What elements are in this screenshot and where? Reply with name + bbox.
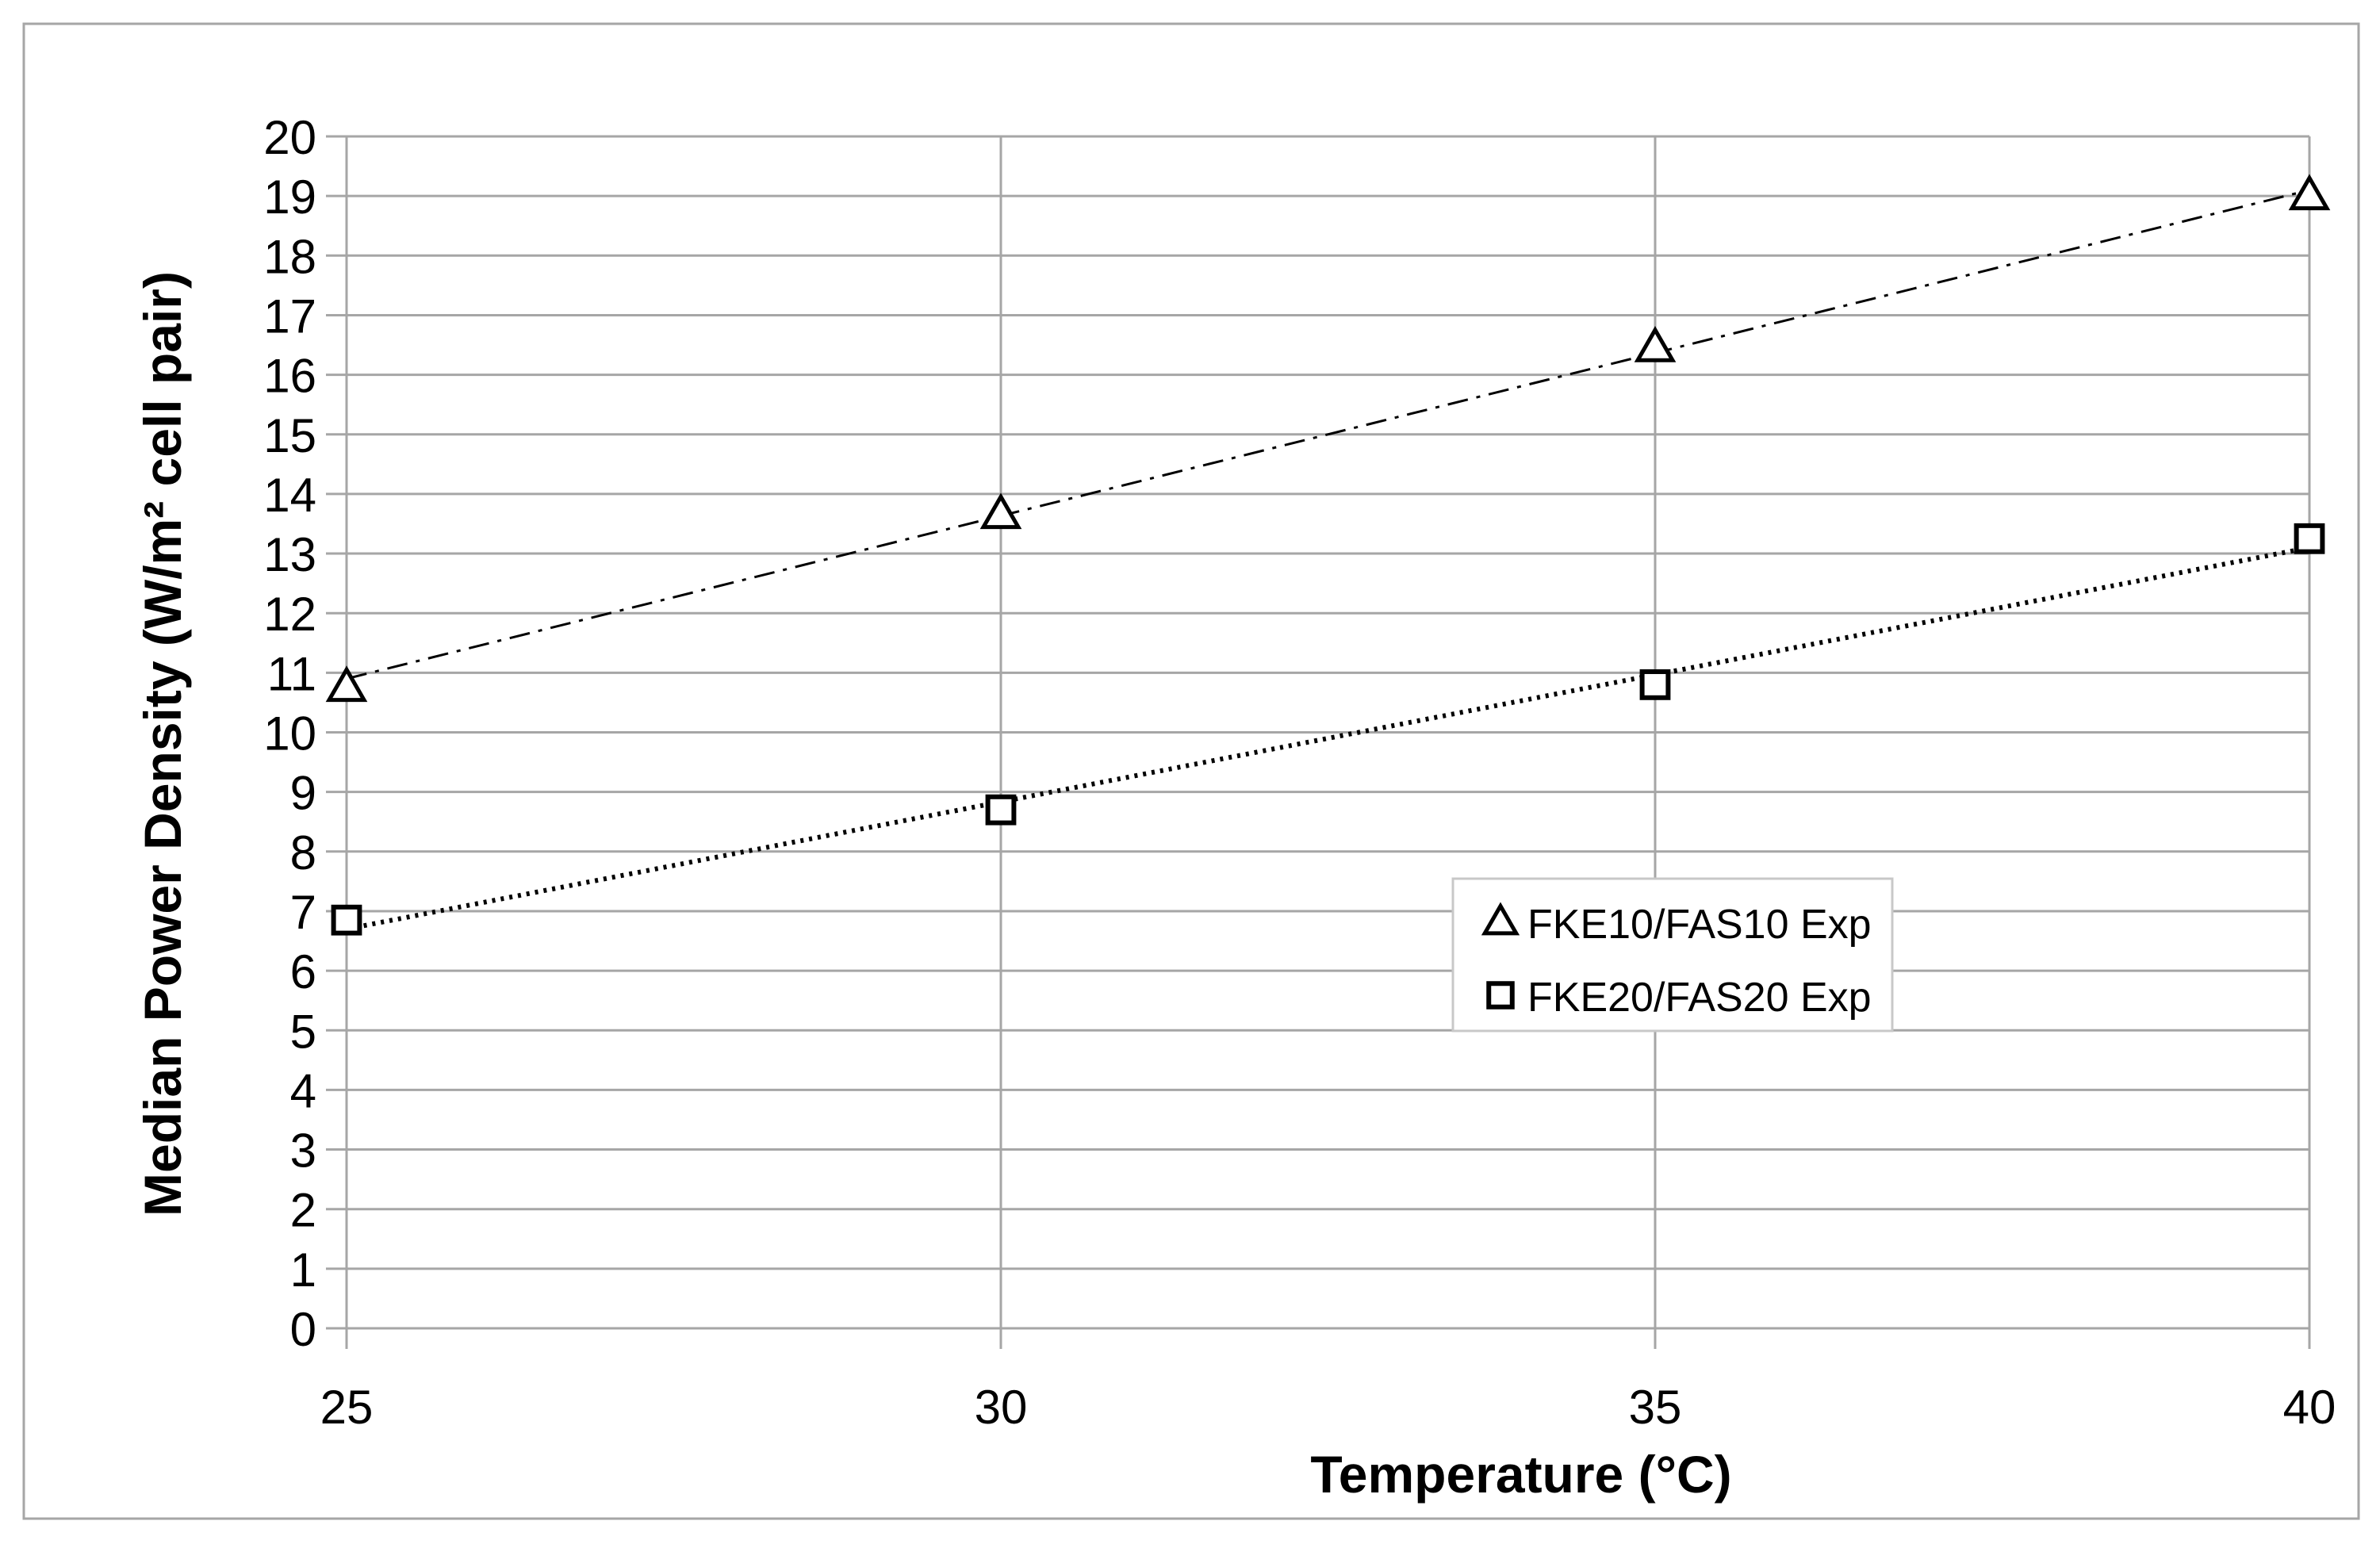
x-axis-title: Temperature (°C) xyxy=(1310,1445,1731,1504)
y-axis-title: Median Power Density (W/m² cell pair) xyxy=(133,271,192,1216)
y-tick-label: 15 xyxy=(263,409,316,462)
y-tick-label: 0 xyxy=(290,1303,316,1356)
square-marker xyxy=(2294,523,2325,554)
x-tick-label: 40 xyxy=(2283,1381,2336,1434)
triangle-marker xyxy=(1634,325,1677,362)
square-marker xyxy=(985,794,1017,826)
y-tick-label: 3 xyxy=(290,1124,316,1178)
y-tick-label: 11 xyxy=(267,647,316,700)
y-tick-label: 4 xyxy=(290,1064,316,1117)
y-tick-label: 19 xyxy=(263,170,316,224)
y-tick-label: 5 xyxy=(290,1005,316,1058)
trendline-series-1 xyxy=(346,189,2310,680)
y-tick-label: 7 xyxy=(290,886,316,939)
y-tick-label: 20 xyxy=(263,111,316,164)
legend-marker-2 xyxy=(1486,981,1515,1010)
y-tick-label: 2 xyxy=(290,1184,316,1237)
square-marker xyxy=(1639,669,1671,700)
legend-box xyxy=(1451,877,1894,1033)
y-tick-label: 17 xyxy=(263,289,316,343)
legend: FKE10/FAS10 Exp FKE20/FAS20 Exp xyxy=(1451,877,1894,1033)
x-tick-label: 35 xyxy=(1629,1381,1682,1434)
square-marker xyxy=(331,904,362,936)
triangle-marker xyxy=(325,665,368,703)
marker-layer xyxy=(325,174,2331,936)
y-tick-label: 10 xyxy=(263,707,316,761)
legend-marker-1 xyxy=(1481,902,1520,936)
y-tick-label: 1 xyxy=(290,1243,316,1297)
y-tick-label: 6 xyxy=(290,945,316,998)
legend-label-1: FKE10/FAS10 Exp xyxy=(1527,902,1872,948)
x-tick-label: 30 xyxy=(975,1381,1028,1434)
triangle-marker xyxy=(2288,174,2331,211)
x-tick-label: 25 xyxy=(320,1381,374,1434)
y-tick-label: 14 xyxy=(263,469,316,522)
y-tick-label: 8 xyxy=(290,826,316,879)
trendline-series-2 xyxy=(346,545,2310,932)
y-tick-label: 16 xyxy=(263,350,316,403)
y-tick-label: 9 xyxy=(290,767,316,820)
grid-layer xyxy=(345,135,2311,1330)
trendline-layer xyxy=(346,189,2310,932)
y-tick-label: 12 xyxy=(263,588,316,641)
legend-label-2: FKE20/FAS20 Exp xyxy=(1527,975,1872,1021)
triangle-marker xyxy=(979,492,1022,530)
y-tick-label: 18 xyxy=(263,230,316,283)
y-tick-label: 13 xyxy=(263,528,316,581)
chart-frame xyxy=(22,22,2360,1520)
